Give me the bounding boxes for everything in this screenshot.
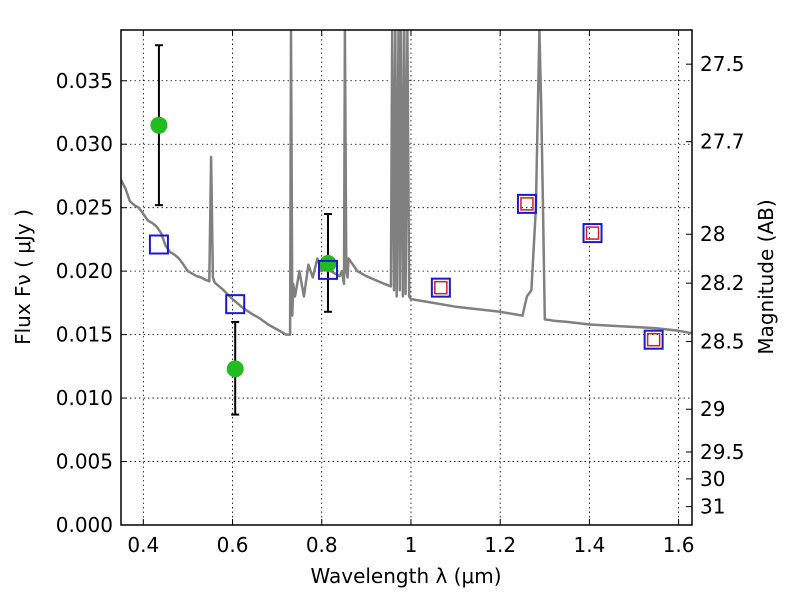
plot-frame <box>120 29 693 526</box>
model-photometry-square <box>582 223 603 244</box>
model-spectrum-line <box>121 30 692 336</box>
right-tick-label: 31 <box>700 495 725 519</box>
x-tick-label: 0.4 <box>127 533 159 557</box>
right-tick-label: 29.5 <box>700 440 745 464</box>
inner-photometry-square <box>585 226 600 240</box>
y-tick-label: 0.015 <box>56 323 113 347</box>
y-tick-label: 0.035 <box>56 69 113 93</box>
x-tick-label: 1.4 <box>573 533 605 557</box>
x-tick-label: 1 <box>405 533 418 557</box>
model-photometry-square <box>516 193 537 214</box>
model-photometry-square <box>430 277 451 298</box>
inner-photometry-square <box>434 280 448 295</box>
right-axis-label: Magnitude (AB) <box>754 199 778 354</box>
observed-point <box>150 116 168 134</box>
y-axis-label: Flux Fν ( μJy ) <box>11 209 35 345</box>
y-tick-label: 0.030 <box>56 132 113 156</box>
inner-photometry-square <box>520 197 534 211</box>
y-tick-label: 0.010 <box>56 386 113 410</box>
right-tick-label: 30 <box>700 467 725 491</box>
right-tick-label: 28.5 <box>700 330 745 354</box>
right-tick-label: 28.2 <box>700 271 745 295</box>
data-points <box>148 44 664 416</box>
x-tick-label: 1.6 <box>663 533 695 557</box>
model-photometry-square <box>643 329 664 350</box>
inner-photometry-square <box>646 332 661 347</box>
observed-point <box>226 360 244 378</box>
right-tick-label: 27.5 <box>700 52 745 76</box>
right-tick-label: 29 <box>700 397 725 421</box>
axis-ticks <box>121 30 692 526</box>
x-tick-label: 0.6 <box>217 533 249 557</box>
y-tick-label: 0.025 <box>56 196 113 220</box>
y-tick-label: 0.005 <box>56 450 113 474</box>
y-tick-label: 0.000 <box>56 513 113 537</box>
tick-labels: 0.4 0.6 0.8 1 1.2 1.4 1.6 0.000 0.005 0.010 0.015 0… <box>56 52 745 557</box>
x-tick-label: 1.2 <box>484 533 516 557</box>
grid-lines <box>121 30 692 526</box>
right-tick-label: 28 <box>700 222 725 246</box>
x-tick-label: 0.8 <box>306 533 338 557</box>
model-spectrum <box>121 30 692 336</box>
observed-point <box>319 255 337 273</box>
model-photometry-square <box>225 294 246 315</box>
model-photometry-square <box>148 234 169 255</box>
x-axis-label: Wavelength λ (μm) <box>310 564 501 588</box>
right-tick-label: 27.7 <box>700 130 745 154</box>
y-tick-label: 0.020 <box>56 259 113 283</box>
model-photometry-square <box>317 259 338 280</box>
